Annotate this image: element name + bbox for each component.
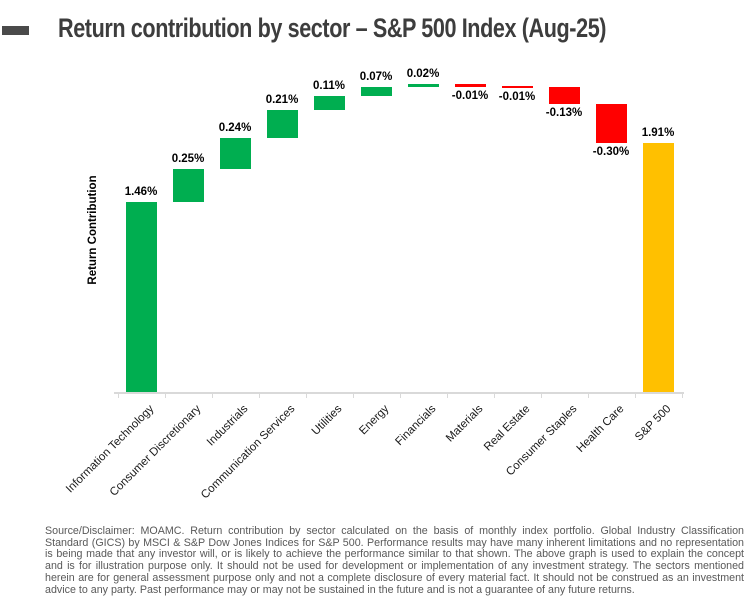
axis-tick: [587, 393, 589, 398]
axis-tick: [493, 393, 495, 398]
bar-consumer-discretionary: [172, 169, 204, 202]
bar-information-technology: [125, 201, 157, 392]
bar-real-estate: [501, 85, 533, 89]
value-label: -0.01%: [451, 89, 489, 102]
value-label: 1.46%: [124, 185, 158, 198]
bar-s-p-500: [642, 142, 674, 392]
value-label: 0.24%: [218, 121, 252, 134]
axis-tick: [446, 393, 448, 398]
value-label: -0.13%: [545, 106, 583, 119]
axis-tick: [305, 393, 307, 398]
x-axis-line: [114, 391, 684, 394]
bar-utilities: [313, 95, 345, 111]
axis-tick: [399, 393, 401, 398]
axis-tick: [211, 393, 213, 398]
axis-tick: [117, 393, 119, 398]
bar-consumer-staples: [548, 86, 580, 104]
y-axis-label: Return Contribution: [87, 175, 99, 285]
bar-health-care: [595, 103, 627, 143]
axis-tick: [681, 393, 683, 398]
axis-tick: [258, 393, 260, 398]
value-label: 0.21%: [265, 94, 299, 107]
bar-financials: [407, 84, 439, 87]
value-label: -0.01%: [498, 91, 536, 104]
axis-tick: [352, 393, 354, 398]
value-label: 1.91%: [641, 126, 675, 139]
axis-tick: [164, 393, 166, 398]
axis-tick: [540, 393, 542, 398]
page-title: Return contribution by sector – S&P 500 …: [58, 13, 607, 43]
bar-energy: [360, 86, 392, 96]
source-disclaimer-text: Source/Disclaimer: MOAMC. Return contrib…: [45, 525, 744, 596]
bar-industrials: [219, 137, 251, 169]
value-label: 0.02%: [406, 68, 440, 81]
value-label: -0.30%: [592, 145, 630, 158]
value-label: 0.25%: [171, 153, 205, 166]
axis-tick: [634, 393, 636, 398]
title-dash-marker: [2, 26, 29, 35]
bar-communication-services: [266, 110, 298, 138]
bar-materials: [454, 84, 486, 87]
value-label: 0.11%: [313, 79, 345, 92]
value-label: 0.07%: [359, 70, 393, 83]
